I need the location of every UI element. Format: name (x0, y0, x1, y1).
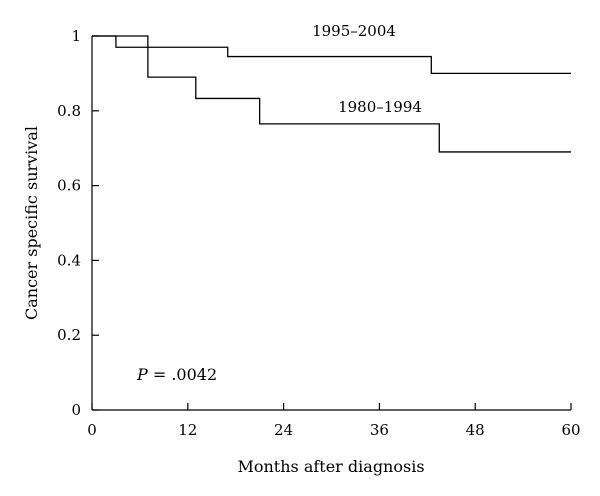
p-value-symbol: P (136, 365, 148, 384)
y-axis-title: Cancer specific survival (22, 126, 41, 320)
series-labels: 1995–2004 1980–1994 (312, 22, 422, 116)
x-tick-label: 24 (274, 421, 293, 439)
series-label-0: 1995–2004 (312, 22, 396, 40)
p-value-annotation: P = .0042 (136, 365, 217, 384)
y-tick-label: 0.6 (57, 177, 81, 195)
y-tick-label: 0.2 (57, 326, 81, 344)
x-tick-label: 60 (561, 421, 580, 439)
axes (91, 36, 571, 411)
y-tick-label: 0.4 (57, 251, 81, 269)
x-tick-label: 48 (466, 421, 485, 439)
p-value-text: = .0042 (148, 365, 217, 384)
series-line-0 (92, 35, 571, 75)
x-tick-label: 0 (87, 421, 97, 439)
y-tick-label: 0 (71, 401, 81, 419)
series-label-1: 1980–1994 (338, 98, 422, 116)
series-lines (92, 35, 571, 153)
series-line-1 (92, 35, 571, 153)
x-axis-title: Months after diagnosis (237, 457, 424, 476)
y-tick-label: 1 (71, 27, 81, 45)
y-tick-label: 0.8 (57, 102, 81, 120)
x-tick-label: 12 (178, 421, 197, 439)
x-tick-label: 36 (370, 421, 389, 439)
x-ticks: 0 12 24 36 48 60 (87, 403, 581, 439)
y-ticks: 0 0.2 0.4 0.6 0.8 1 (57, 27, 99, 419)
